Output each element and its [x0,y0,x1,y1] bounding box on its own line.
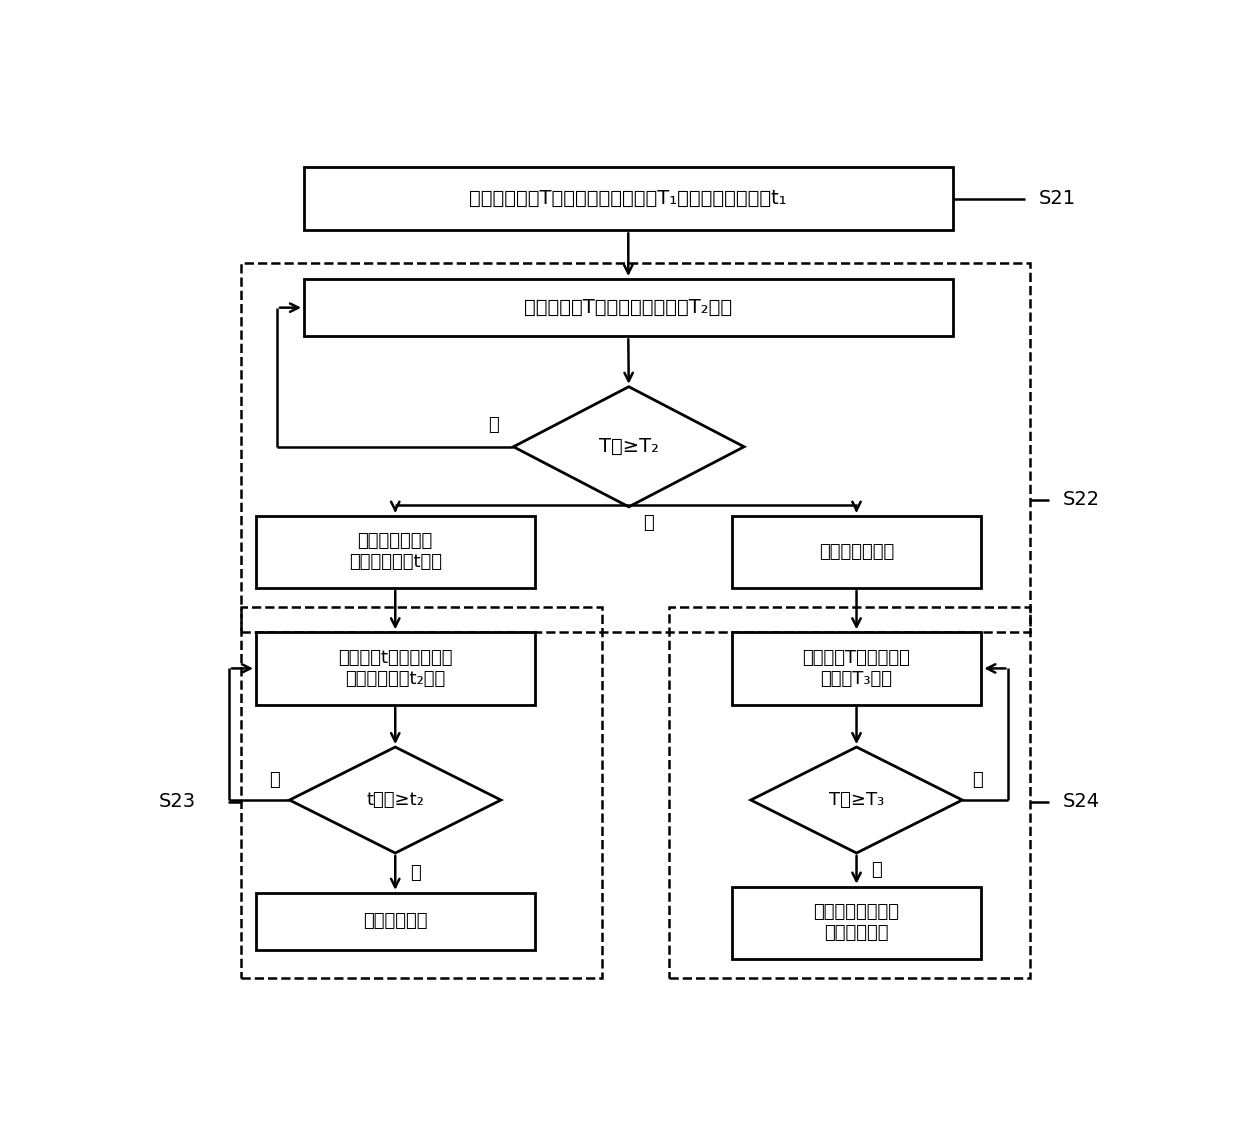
Text: 外风机反转运行: 外风机反转运行 [818,543,894,561]
FancyBboxPatch shape [255,632,534,704]
Text: T盘≥T₃: T盘≥T₃ [828,791,884,809]
Text: 是: 是 [870,860,882,879]
Text: 将外盘温度T盘与第二预设温度T₂比较: 将外盘温度T盘与第二预设温度T₂比较 [525,298,733,318]
Text: S22: S22 [1063,490,1100,509]
Text: 超声模块开启，
记录超声时间t超声: 超声模块开启， 记录超声时间t超声 [348,532,441,571]
Text: 是: 是 [409,864,420,882]
Polygon shape [513,387,744,507]
Text: 获取外盘温度T盘等于第一预设温度T₁时的第一化霜时长t₁: 获取外盘温度T盘等于第一预设温度T₁时的第一化霜时长t₁ [470,189,787,208]
FancyBboxPatch shape [732,516,982,588]
FancyBboxPatch shape [304,279,952,336]
FancyBboxPatch shape [732,632,982,704]
Text: 是: 是 [644,514,653,532]
Text: 否: 否 [972,772,982,789]
FancyBboxPatch shape [255,892,534,950]
Text: 否: 否 [269,772,280,789]
Text: t超声≥t₂: t超声≥t₂ [366,791,424,809]
Text: 外风机停止工作，
退出化霜模式: 外风机停止工作， 退出化霜模式 [813,904,899,942]
Polygon shape [751,747,962,853]
Text: S21: S21 [1039,189,1076,208]
Text: 超声时间t超声与预设的
第二化霜时长t₂比较: 超声时间t超声与预设的 第二化霜时长t₂比较 [339,649,453,688]
FancyBboxPatch shape [255,516,534,588]
Text: 关闭超声模块: 关闭超声模块 [363,913,428,930]
Text: T盘≥T₂: T盘≥T₂ [599,437,658,457]
Text: 否: 否 [489,415,498,434]
Text: S23: S23 [159,793,196,811]
Text: 外盘温度T盘与第三预
设温度T₃比较: 外盘温度T盘与第三预 设温度T₃比较 [802,649,910,688]
Text: S24: S24 [1063,793,1100,811]
FancyBboxPatch shape [304,166,952,231]
Polygon shape [290,747,501,853]
FancyBboxPatch shape [732,887,982,959]
